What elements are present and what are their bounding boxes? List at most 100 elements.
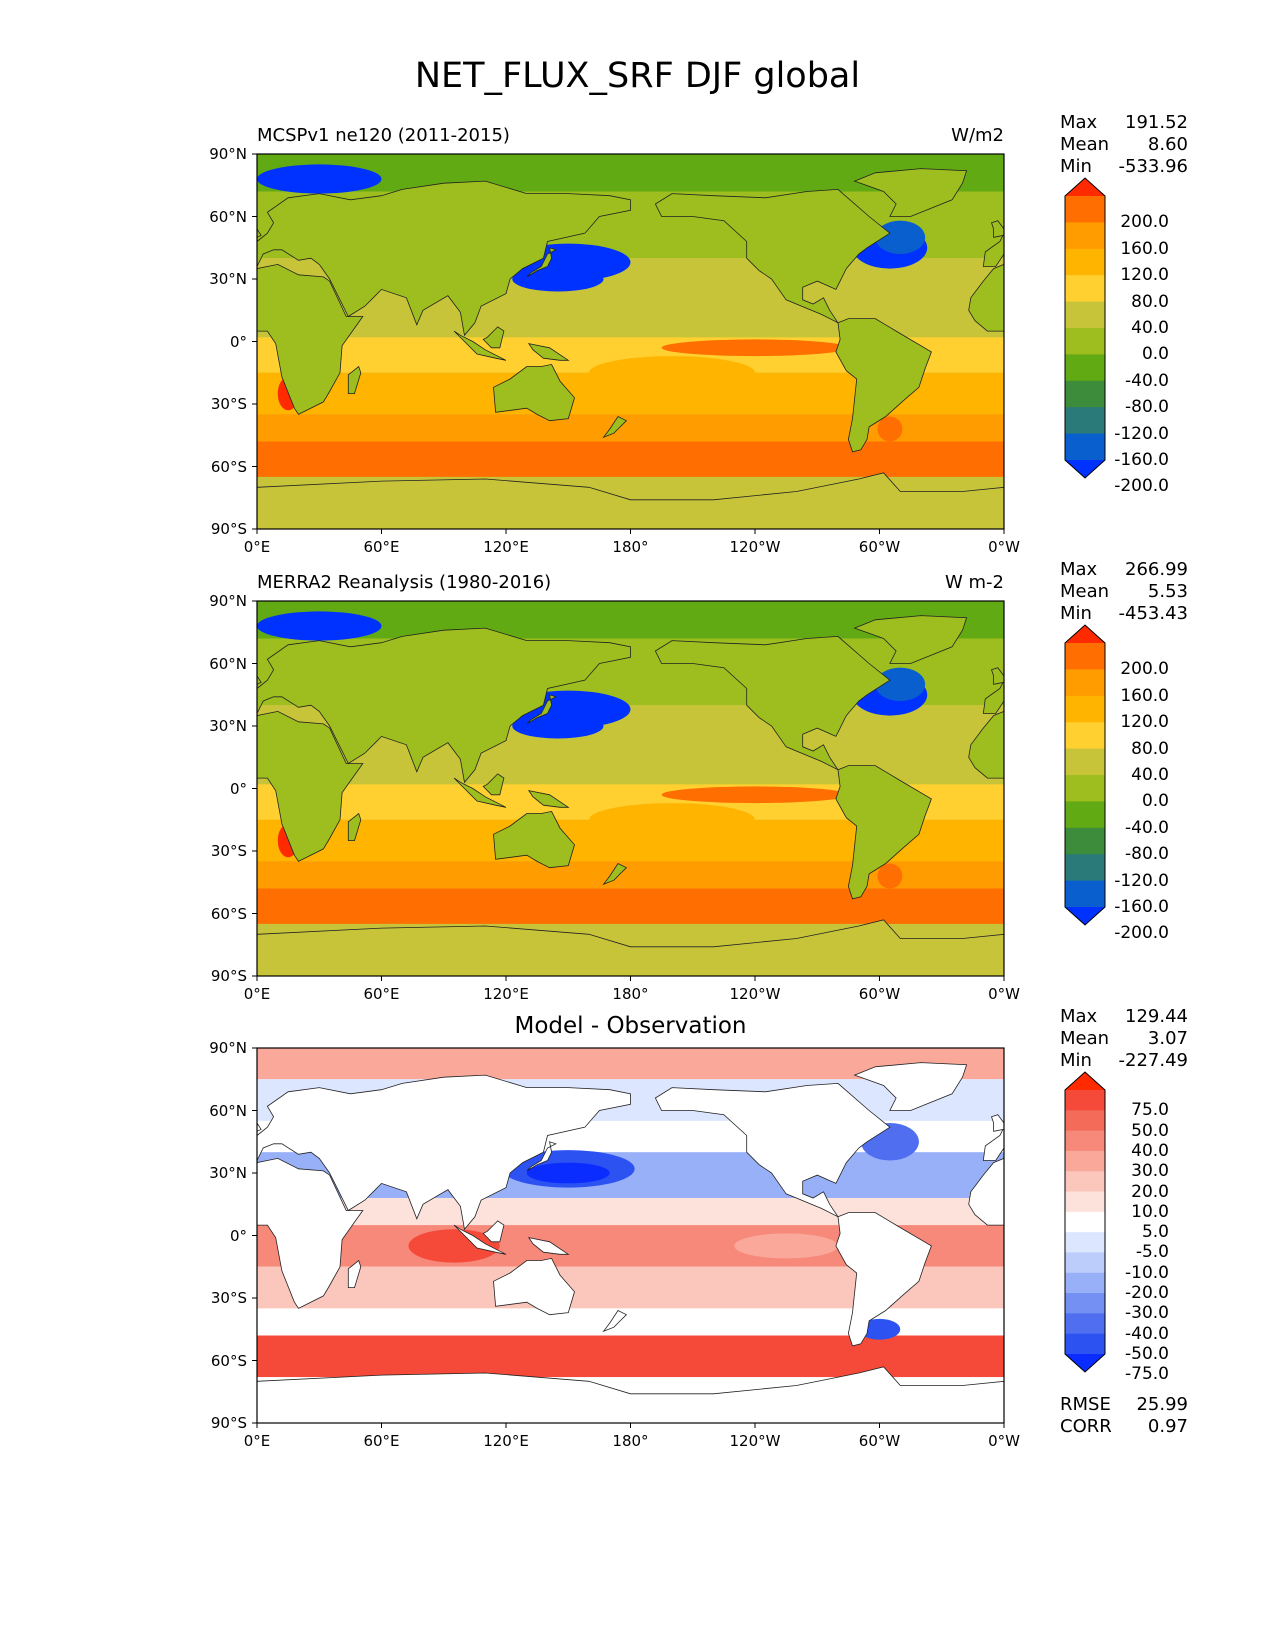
colorbar-label: -30.0 xyxy=(1125,1303,1169,1324)
flux-anomaly xyxy=(408,1229,500,1263)
coastline-namerica xyxy=(654,1082,891,1220)
stat-value: 266.99 xyxy=(1125,559,1188,580)
figure-title: NET_FLUX_SRF DJF global xyxy=(414,56,861,96)
map-panel-obs: MERRA2 Reanalysis (1980-2016) W m-2 90°N 60… xyxy=(0,559,1275,1025)
colorbar-segment xyxy=(1065,775,1105,802)
y-tick-label: 30°S xyxy=(210,395,247,413)
panel-stats: Max 191.52 Mean 8.60 Min -533.96 xyxy=(1060,112,1188,178)
stat-label: Min xyxy=(1060,1050,1092,1071)
colorbar-label: -50.0 xyxy=(1125,1344,1169,1364)
colorbar-label: -120.0 xyxy=(1114,423,1169,444)
x-tick-label: 120°W xyxy=(729,985,781,1003)
colorbar-segment xyxy=(1065,196,1105,223)
flux-anomaly xyxy=(875,667,926,701)
panel-left-title: MCSPv1 ne120 (2011-2015) xyxy=(257,125,510,146)
x-tick-label: 0°E xyxy=(243,1432,271,1450)
colorbar-label: -10.0 xyxy=(1125,1262,1169,1283)
stat-label: Max xyxy=(1060,1006,1098,1027)
panel-units: W/m2 xyxy=(951,125,1004,146)
y-tick-label: 90°S xyxy=(210,967,247,985)
coastline-eurasia xyxy=(256,1074,631,1231)
flux-anomaly xyxy=(877,863,903,889)
y-tick-label: 60°N xyxy=(209,1101,247,1120)
coastline-australia xyxy=(493,1257,575,1316)
colorbar-label: 40.0 xyxy=(1131,1140,1169,1161)
coastline-nz xyxy=(602,862,628,886)
flux-anomaly xyxy=(661,786,849,804)
coastline-eurasia xyxy=(256,180,631,337)
y-tick-label: 30°N xyxy=(209,1164,247,1182)
colorbar-label: 80.0 xyxy=(1131,291,1169,312)
flux-band xyxy=(257,1335,1004,1378)
colorbar-label: 200.0 xyxy=(1120,212,1169,233)
panel-footer-stats: RMSE 25.99 CORR 0.97 xyxy=(1060,1394,1188,1438)
colorbar-extend-min xyxy=(1065,907,1105,925)
x-tick-label: 60°E xyxy=(363,1432,400,1450)
x-tick-label: 0°E xyxy=(243,538,271,556)
colorbar-label: 50.0 xyxy=(1131,1120,1169,1141)
map-panel-model: MCSPv1 ne120 (2011-2015) W/m2 90°N 60°N 30°N… xyxy=(0,112,1275,578)
colorbar-segment xyxy=(1065,1130,1105,1152)
coastline-nz xyxy=(602,415,628,439)
colorbar-label: 160.0 xyxy=(1120,238,1169,259)
colorbar-label: -40.0 xyxy=(1125,817,1169,838)
coastline-namerica xyxy=(654,635,891,773)
y-tick-label: 90°N xyxy=(209,145,247,163)
y-tick-label: 60°N xyxy=(209,207,247,226)
stat-label: Mean xyxy=(1060,134,1110,155)
colorbar-segment xyxy=(1065,275,1105,303)
colorbar-segment xyxy=(1065,301,1105,329)
flux-anomaly xyxy=(257,611,382,641)
x-tick-label: 0°W xyxy=(988,538,1020,556)
colorbar-label: 30.0 xyxy=(1131,1161,1169,1182)
stat-label: Max xyxy=(1060,112,1098,133)
colorbar-segment xyxy=(1065,433,1105,461)
colorbar-label: -5.0 xyxy=(1135,1242,1169,1263)
colorbar-label: -40.0 xyxy=(1125,1323,1169,1344)
flux-band xyxy=(257,1198,1004,1226)
panel-center-title: Model - Observation xyxy=(514,1013,747,1039)
colorbar-label: 200.0 xyxy=(1120,659,1169,680)
colorbar-segment xyxy=(1065,880,1105,908)
colorbar-label: 0.0 xyxy=(1141,344,1169,365)
map-plot xyxy=(252,1047,1005,1428)
colorbar-label: -20.0 xyxy=(1125,1283,1169,1304)
coastline-africa xyxy=(256,710,364,862)
colorbar xyxy=(1064,177,1106,479)
x-tick-label: 0°W xyxy=(988,1432,1020,1450)
coastline-madagascar xyxy=(347,1259,362,1289)
colorbar-extend-min xyxy=(1065,1354,1105,1372)
coastline-africa xyxy=(256,263,364,415)
x-tick-label: 180° xyxy=(612,985,649,1003)
colorbar-label: 0.0 xyxy=(1141,791,1169,812)
coastline-eurasia xyxy=(256,627,631,784)
colorbar-segment xyxy=(1065,827,1105,855)
stat-label: Mean xyxy=(1060,581,1110,602)
coastline-madagascar xyxy=(347,365,362,395)
coastline-namerica xyxy=(654,188,891,326)
coastline-samerica xyxy=(835,318,932,453)
stat-value: -227.49 xyxy=(1118,1050,1188,1071)
y-tick-label: 90°S xyxy=(210,520,247,538)
stat-value: -533.96 xyxy=(1118,156,1188,177)
coastline-indonesia xyxy=(453,1224,507,1255)
y-tick-label: 90°N xyxy=(209,592,247,610)
coastline-japan xyxy=(526,694,557,725)
coastline-ngunea xyxy=(527,1237,570,1255)
stat-label: RMSE xyxy=(1060,1394,1111,1415)
colorbar-segment xyxy=(1065,1232,1105,1253)
y-tick-label: 0° xyxy=(229,332,247,351)
y-tick-label: 0° xyxy=(229,1226,247,1245)
y-tick-label: 30°N xyxy=(209,270,247,288)
flux-anomaly xyxy=(858,1318,901,1340)
colorbar-label: -80.0 xyxy=(1125,844,1169,865)
stat-value: 8.60 xyxy=(1147,134,1188,155)
y-tick-label: 90°S xyxy=(210,1414,247,1432)
stat-value: 129.44 xyxy=(1125,1006,1188,1027)
flux-anomaly xyxy=(589,803,755,837)
colorbar-label: 40.0 xyxy=(1131,765,1169,785)
coastline-madagascar xyxy=(347,812,362,842)
colorbar-segment xyxy=(1065,748,1105,776)
flux-anomaly xyxy=(257,164,382,194)
flux-band xyxy=(257,888,1004,924)
